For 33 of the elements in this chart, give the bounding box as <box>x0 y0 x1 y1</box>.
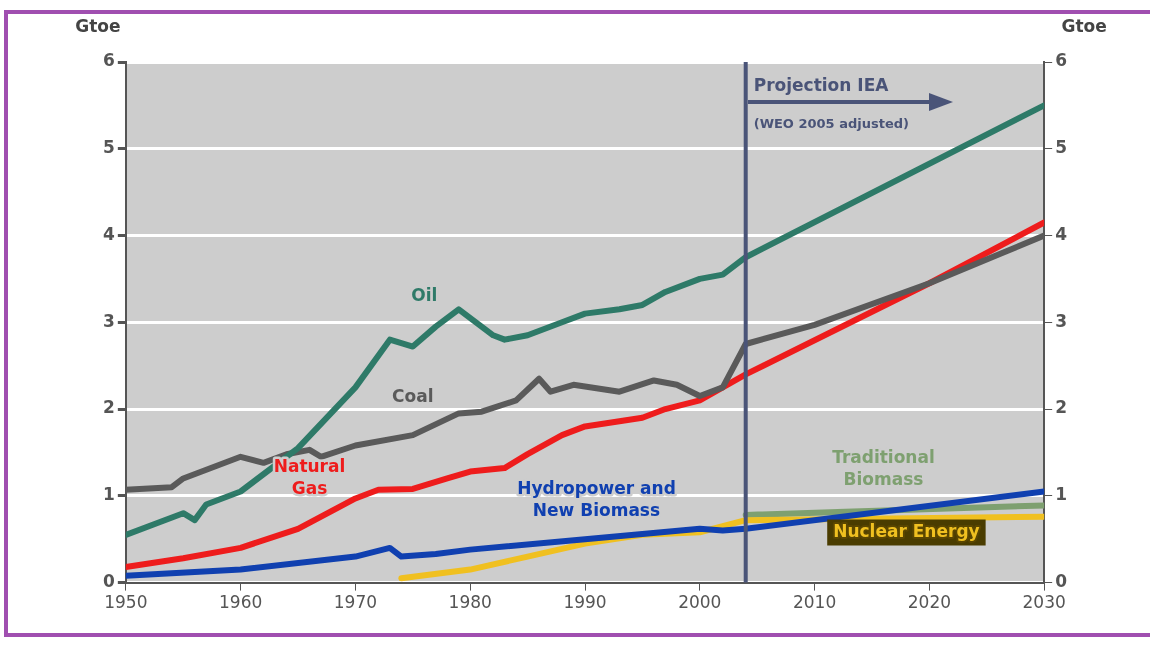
y-tick-label: 0 <box>102 571 115 592</box>
series-label: Traditional Biomass <box>832 446 935 489</box>
y2-tick-label: 5 <box>1055 137 1068 158</box>
x-tick-label: 2020 <box>907 592 952 613</box>
y2-tick-label: 4 <box>1055 223 1068 244</box>
x-tick-label: 1980 <box>448 592 492 613</box>
y2-axis-title: Gtoe <box>1061 16 1107 36</box>
y2-tick-label: 1 <box>1055 484 1068 505</box>
x-tick-label: 1950 <box>104 592 148 613</box>
y-tick-label: 6 <box>102 50 115 71</box>
y-tick-label: 1 <box>102 484 115 505</box>
x-tick-label: 2010 <box>792 592 837 613</box>
x-tick-label: 2030 <box>1022 592 1066 613</box>
y-tick-label: 3 <box>102 310 115 331</box>
y2-tick-label: 0 <box>1055 571 1068 592</box>
series-label: Coal <box>392 386 434 407</box>
series-label: Nuclear Energy <box>833 521 980 542</box>
x-tick-label: 1990 <box>563 592 607 613</box>
y-tick-label: 4 <box>102 223 115 244</box>
series-label: Hydropower and New Biomass <box>517 478 676 521</box>
ref-line-label: Projection IEA <box>753 75 890 95</box>
y2-tick-label: 3 <box>1055 310 1068 331</box>
y2-tick-label: 2 <box>1055 397 1068 418</box>
y2-tick-label: 6 <box>1055 50 1068 71</box>
series-label: Natural Gas <box>273 455 346 498</box>
x-tick-label: 1970 <box>333 592 378 613</box>
y-tick-label: 5 <box>102 137 115 158</box>
y-axis-title: Gtoe <box>75 16 121 36</box>
x-tick-label: 2000 <box>678 592 722 613</box>
series-label: Oil <box>411 284 438 305</box>
y-tick-label: 2 <box>102 397 115 418</box>
x-tick-label: 1960 <box>218 592 263 613</box>
annotation: (WEO 2005 adjusted) <box>753 116 909 131</box>
